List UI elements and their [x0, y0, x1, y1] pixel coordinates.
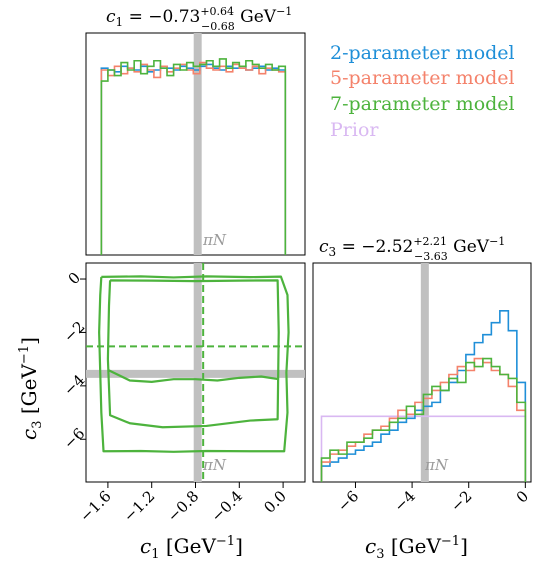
- legend-entry: 2-parameter model: [330, 42, 515, 64]
- x-axis-label-c1: c1 [GeV−1]: [140, 534, 243, 562]
- contour-outer: [98, 275, 290, 453]
- y-tick-label: −2: [60, 318, 88, 346]
- c1-panel-title: c1 = −0.73+0.64 −0.68 GeV−1: [106, 5, 292, 33]
- x-tick-label: −1.6: [76, 487, 114, 525]
- x-tick-label: −6: [334, 487, 362, 515]
- histogram-series-model7: [320, 357, 527, 482]
- c3-panel-title: c3 = −2.52+2.21 −3.63 GeV−1: [319, 235, 505, 263]
- histogram-series-model5: [100, 61, 287, 255]
- joint-contour-plot: [86, 263, 305, 482]
- piN-annotation-c3: πN: [424, 456, 449, 474]
- histogram-series-model2: [100, 63, 287, 255]
- axis-ticks: 0 −2 −4 −6 −1.6 −1.2 −0.8 −0.4 0.0 −6 −4 −2 0: [60, 269, 532, 526]
- x-tick-label: −0.8: [164, 487, 202, 525]
- y-tick-label: −6: [60, 424, 88, 452]
- contour-inner: [106, 279, 280, 429]
- legend-entry: Prior: [330, 119, 379, 141]
- x-tick-label: −2: [447, 487, 475, 515]
- x-axis-label-c3: c3 [GeV−1]: [365, 534, 468, 562]
- x-tick-label: −4: [391, 487, 419, 515]
- legend-entry: 7-parameter model: [330, 93, 515, 115]
- x-tick-label: −0.4: [208, 487, 246, 525]
- piN-annotation-c1: πN: [202, 231, 227, 249]
- y-tick-label: −4: [60, 371, 88, 399]
- x-tick-label: 0.0: [260, 487, 290, 517]
- x-tick-label: 0: [513, 487, 532, 506]
- piN-annotation-joint: πN: [202, 456, 227, 474]
- histogram-series-model7: [100, 58, 287, 255]
- legend-entry: 5-parameter model: [330, 67, 515, 89]
- x-tick-label: −1.2: [120, 487, 158, 525]
- contour-mid: [107, 368, 279, 383]
- legend: 2-parameter model 5-parameter model 7-pa…: [330, 42, 515, 141]
- c1-marginal-plot: [100, 33, 287, 255]
- c3-marginal-plot: [320, 263, 527, 482]
- y-tick-label: 0: [65, 269, 84, 288]
- y-axis-label-c3: c3 [GeV−1]: [17, 337, 45, 440]
